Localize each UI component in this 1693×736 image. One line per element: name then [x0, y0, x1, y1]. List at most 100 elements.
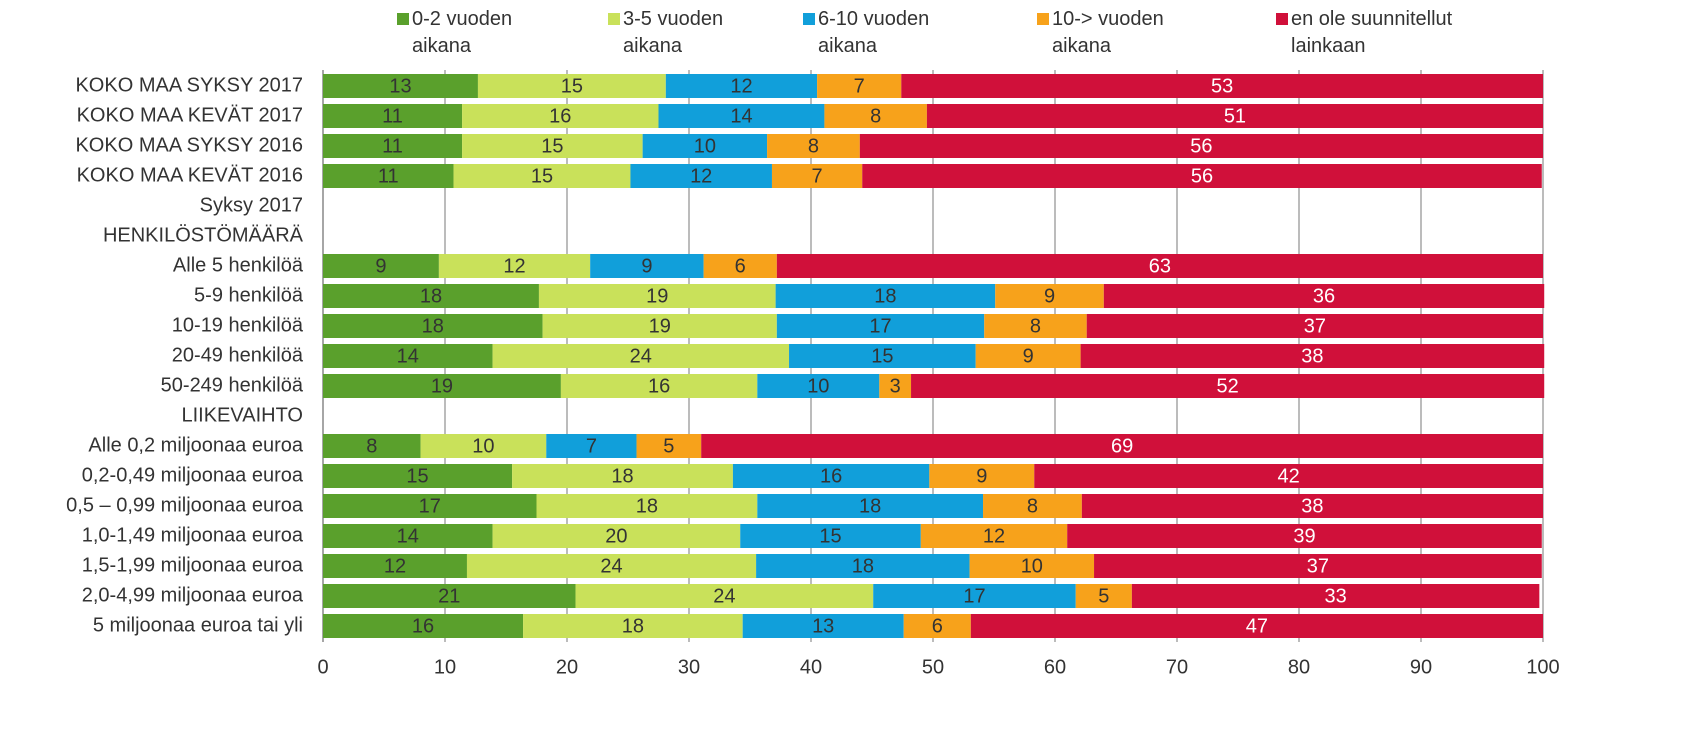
- value-label: 51: [1224, 105, 1246, 127]
- category-label: 2,0-4,99 miljoonaa euroa: [82, 584, 304, 606]
- value-label: 12: [503, 255, 525, 277]
- bar-segment: [453, 164, 631, 188]
- value-label: 7: [812, 165, 823, 187]
- category-label: KOKO MAA SYKSY 2017: [75, 74, 303, 96]
- bar-segment: [970, 614, 1543, 638]
- bar-segment: [740, 524, 921, 548]
- bar-segment: [767, 134, 860, 158]
- bar-segment: [477, 74, 666, 98]
- value-label: 11: [382, 135, 403, 157]
- x-tick-label: 60: [1044, 656, 1066, 678]
- bar-segment: [323, 74, 478, 98]
- category-label: Alle 5 henkilöä: [173, 254, 304, 276]
- bar-segment: [462, 134, 643, 158]
- value-label: 9: [641, 255, 652, 277]
- bar-segment: [630, 164, 772, 188]
- value-label: 7: [586, 435, 597, 457]
- bar-segment: [984, 314, 1087, 338]
- bar-segment: [323, 104, 463, 128]
- bar-segment: [757, 374, 880, 398]
- bar-segment: [1080, 344, 1545, 368]
- bar-segment: [776, 254, 1543, 278]
- x-tick-label: 100: [1526, 656, 1559, 678]
- bar-segment: [323, 584, 576, 608]
- category-label: 0,2-0,49 miljoonaa euroa: [82, 464, 304, 486]
- value-label: 39: [1293, 525, 1315, 547]
- value-label: 24: [630, 345, 652, 367]
- value-label: 15: [541, 135, 563, 157]
- legend-line: lainkaan: [1291, 35, 1366, 57]
- category-label: 1,0-1,49 miljoonaa euroa: [82, 524, 304, 546]
- value-label: 9: [375, 255, 386, 277]
- value-label: 9: [1044, 285, 1055, 307]
- bar-segment: [756, 554, 970, 578]
- value-label: 47: [1246, 615, 1268, 637]
- legend-line: aikana: [1052, 35, 1112, 57]
- value-label: 8: [1030, 315, 1041, 337]
- bar-segment: [789, 344, 976, 368]
- value-label: 10: [472, 435, 494, 457]
- bar-segment: [1103, 284, 1545, 308]
- value-label: 14: [397, 345, 419, 367]
- value-label: 13: [389, 75, 411, 97]
- value-label: 12: [730, 75, 752, 97]
- bar-segment: [536, 494, 758, 518]
- bar-segment: [757, 494, 984, 518]
- x-tick-label: 70: [1166, 656, 1188, 678]
- category-label: 1,5-1,99 miljoonaa euroa: [82, 554, 304, 576]
- bar-segment: [323, 344, 493, 368]
- bar-segment: [466, 554, 757, 578]
- value-label: 24: [713, 585, 735, 607]
- value-label: 17: [869, 315, 891, 337]
- legend-line: 10-> vuoden: [1052, 8, 1164, 30]
- bar-segment: [546, 434, 637, 458]
- value-label: 8: [870, 105, 881, 127]
- x-tick-label: 0: [317, 656, 328, 678]
- bar-segment: [512, 464, 733, 488]
- legend-label: 3-5 vuoden aikana: [623, 8, 723, 57]
- bar-segment: [771, 164, 863, 188]
- value-label: 18: [852, 555, 874, 577]
- value-label: 14: [397, 525, 419, 547]
- bar-segment: [523, 614, 743, 638]
- legend-swatch: [803, 13, 815, 25]
- value-label: 69: [1111, 435, 1133, 457]
- legend-line: 0-2 vuoden: [412, 8, 512, 30]
- bar-segment: [323, 164, 454, 188]
- category-label: 5-9 henkilöä: [194, 284, 304, 306]
- x-tick-label: 90: [1410, 656, 1432, 678]
- bar-segment: [911, 374, 1545, 398]
- category-label: KOKO MAA KEVÄT 2016: [77, 164, 303, 186]
- x-tick-label: 40: [800, 656, 822, 678]
- value-label: 19: [649, 315, 671, 337]
- bar-segment: [560, 374, 758, 398]
- bar-segment: [323, 434, 421, 458]
- value-label: 14: [730, 105, 752, 127]
- category-label: 20-49 henkilöä: [172, 344, 304, 366]
- value-label: 15: [406, 465, 428, 487]
- bar-segment: [920, 524, 1068, 548]
- bar-segment: [859, 134, 1543, 158]
- value-label: 9: [1023, 345, 1034, 367]
- value-label: 52: [1217, 375, 1239, 397]
- bar-segment: [901, 74, 1543, 98]
- bar-segment: [926, 104, 1543, 128]
- value-label: 10: [694, 135, 716, 157]
- bar-segment: [903, 614, 971, 638]
- bar-segment: [975, 344, 1081, 368]
- bar-segment: [1081, 494, 1543, 518]
- category-label: Syksy 2017: [200, 194, 303, 216]
- bar-segment: [420, 434, 547, 458]
- value-label: 7: [854, 75, 865, 97]
- value-label: 18: [611, 465, 633, 487]
- bar-segment: [732, 464, 930, 488]
- value-label: 18: [422, 315, 444, 337]
- bar-segment: [323, 554, 467, 578]
- legend-label: 0-2 vuoden aikana: [412, 8, 512, 57]
- bar-segment: [742, 614, 904, 638]
- category-label: HENKILÖSTÖMÄÄRÄ: [103, 224, 304, 246]
- legend-swatch: [397, 13, 409, 25]
- legend-swatch: [1037, 13, 1049, 25]
- value-label: 3: [890, 375, 901, 397]
- bar-segment: [775, 284, 996, 308]
